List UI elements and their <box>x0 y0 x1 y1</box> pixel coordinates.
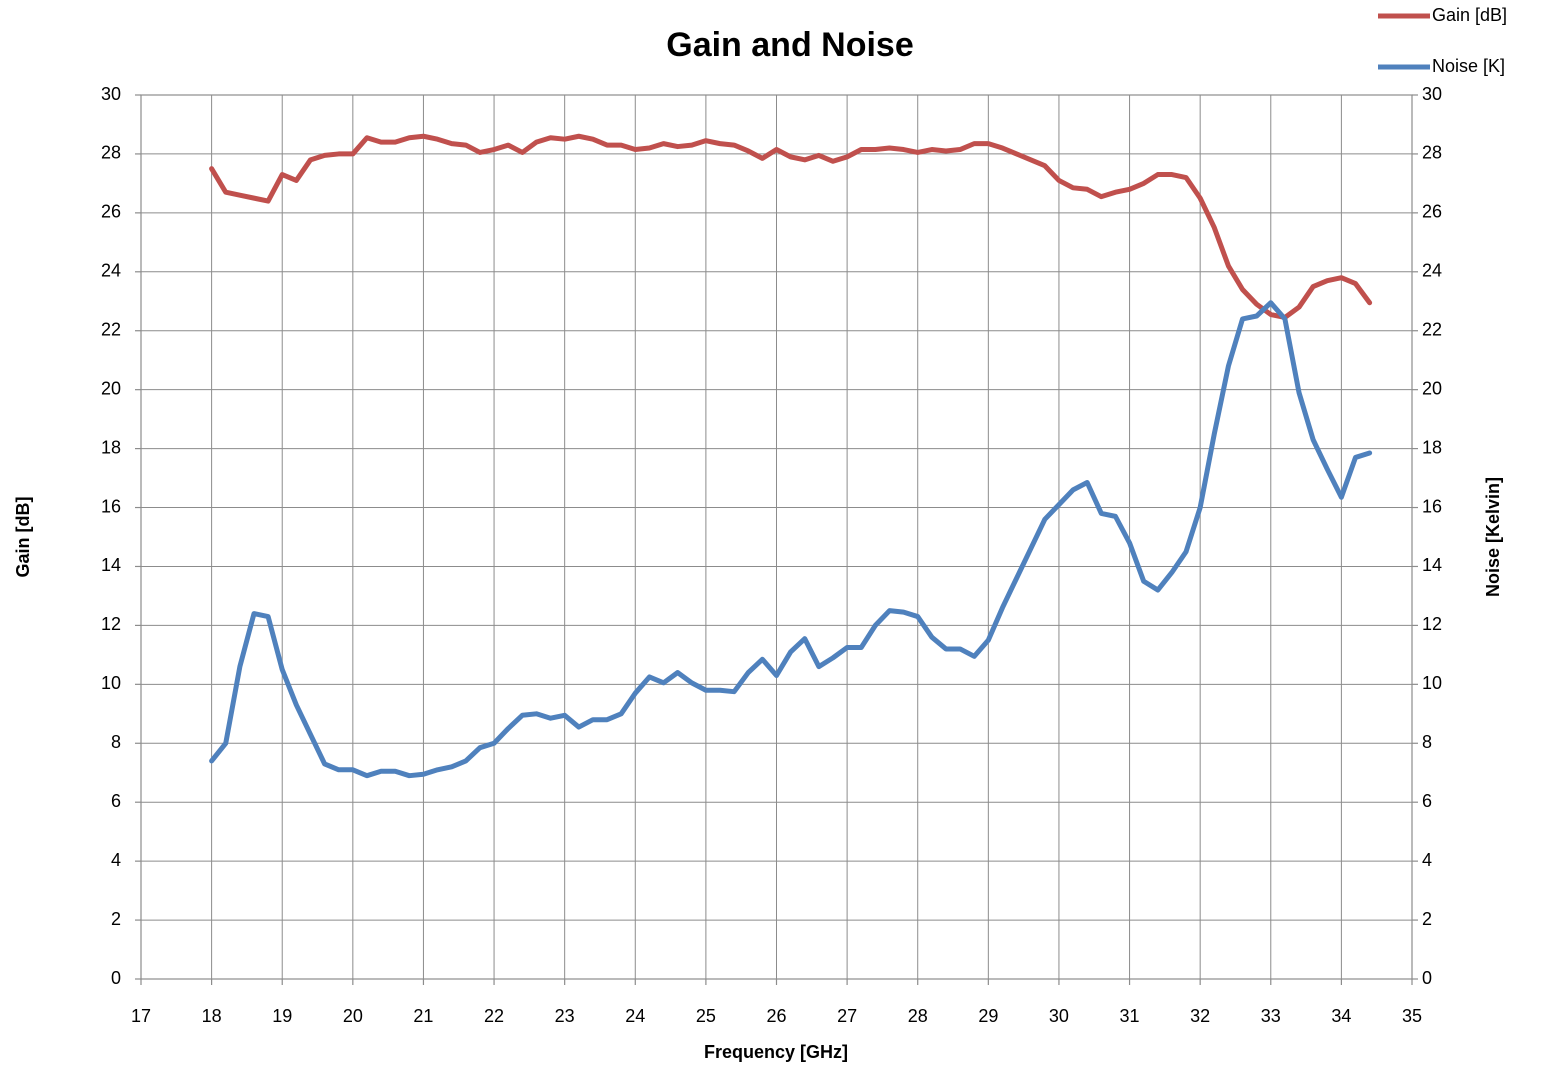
x-tick-label: 28 <box>908 1006 928 1026</box>
x-tick-label: 29 <box>978 1006 998 1026</box>
y-tick-label: 20 <box>101 378 121 398</box>
y-tick-label: 18 <box>101 437 121 457</box>
y2-tick-label: 26 <box>1422 202 1442 222</box>
y2-axis-label: Noise [Kelvin] <box>1483 477 1503 597</box>
y-tick-label: 10 <box>101 673 121 693</box>
y-tick-label: 8 <box>111 732 121 752</box>
y2-tick-label: 20 <box>1422 378 1442 398</box>
x-tick-label: 23 <box>555 1006 575 1026</box>
y-tick-label: 6 <box>111 791 121 811</box>
x-tick-label: 30 <box>1049 1006 1069 1026</box>
y2-tick-label: 16 <box>1422 496 1442 516</box>
y-tick-label: 30 <box>101 84 121 104</box>
y-tick-label: 24 <box>101 261 121 281</box>
y-tick-label: 2 <box>111 909 121 929</box>
y2-tick-label: 22 <box>1422 319 1442 339</box>
y2-tick-label: 12 <box>1422 614 1442 634</box>
series-line <box>209 300 1373 779</box>
x-tick-label: 17 <box>131 1006 151 1026</box>
y-tick-label: 28 <box>101 143 121 163</box>
y-tick-label: 4 <box>111 850 121 870</box>
y2-tick-label: 8 <box>1422 732 1432 752</box>
x-tick-label: 21 <box>413 1006 433 1026</box>
y2-tick-label: 0 <box>1422 968 1432 988</box>
y2-tick-label: 24 <box>1422 261 1442 281</box>
y2-tick-label: 4 <box>1422 850 1432 870</box>
x-tick-label: 20 <box>343 1006 363 1026</box>
x-axis-label: Frequency [GHz] <box>704 1042 848 1062</box>
x-tick-label: 27 <box>837 1006 857 1026</box>
x-tick-label: 32 <box>1190 1006 1210 1026</box>
y2-tick-label: 28 <box>1422 143 1442 163</box>
x-tick-label: 35 <box>1402 1006 1422 1026</box>
y-tick-label: 16 <box>101 496 121 516</box>
y2-tick-label: 14 <box>1422 555 1442 575</box>
y-tick-label: 12 <box>101 614 121 634</box>
x-tick-label: 18 <box>202 1006 222 1026</box>
y-tick-label: 22 <box>101 319 121 339</box>
x-tick-label: 33 <box>1261 1006 1281 1026</box>
y-tick-label: 0 <box>111 968 121 988</box>
series-line <box>209 133 1373 320</box>
y-tick-label: 26 <box>101 202 121 222</box>
legend-label: Gain [dB] <box>1432 5 1507 25</box>
x-tick-label: 26 <box>766 1006 786 1026</box>
y2-tick-label: 2 <box>1422 909 1432 929</box>
y2-tick-label: 6 <box>1422 791 1432 811</box>
y-tick-label: 14 <box>101 555 121 575</box>
x-tick-label: 19 <box>272 1006 292 1026</box>
x-tick-label: 25 <box>696 1006 716 1026</box>
x-tick-label: 34 <box>1331 1006 1351 1026</box>
x-tick-label: 24 <box>625 1006 645 1026</box>
chart-title: Gain and Noise <box>666 26 914 64</box>
legend-label: Noise [K] <box>1432 56 1505 76</box>
y2-tick-label: 18 <box>1422 437 1442 457</box>
y2-tick-label: 30 <box>1422 84 1442 104</box>
y-axis-label: Gain [dB] <box>13 497 33 578</box>
y2-tick-label: 10 <box>1422 673 1442 693</box>
x-tick-label: 31 <box>1120 1006 1140 1026</box>
plot-frame <box>140 94 1413 980</box>
x-tick-label: 22 <box>484 1006 504 1026</box>
